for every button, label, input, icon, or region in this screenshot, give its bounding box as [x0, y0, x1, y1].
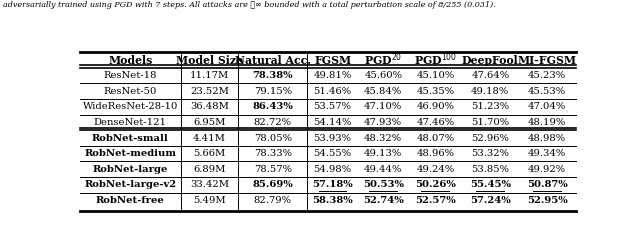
Text: 53.93%: 53.93% [314, 134, 351, 142]
Text: 45.10%: 45.10% [416, 71, 454, 80]
Text: 54.98%: 54.98% [314, 165, 351, 174]
Text: ResNet-18: ResNet-18 [104, 71, 157, 80]
Text: PGD$^{20}$: PGD$^{20}$ [364, 52, 403, 68]
Text: 50.53%: 50.53% [363, 180, 404, 189]
Text: 47.93%: 47.93% [364, 118, 403, 127]
Text: 79.15%: 79.15% [253, 87, 292, 96]
Text: 52.95%: 52.95% [527, 196, 568, 205]
Text: 6.95M: 6.95M [193, 118, 226, 127]
Text: 23.52M: 23.52M [190, 87, 229, 96]
Text: Models: Models [108, 55, 152, 65]
Text: 86.43%: 86.43% [252, 102, 293, 111]
Text: WideResNet-28-10: WideResNet-28-10 [83, 102, 178, 111]
Text: 50.87%: 50.87% [527, 180, 568, 189]
Text: MI-FGSM: MI-FGSM [518, 55, 577, 65]
Text: 51.46%: 51.46% [314, 87, 351, 96]
Text: 48.98%: 48.98% [528, 134, 566, 142]
Text: 54.14%: 54.14% [314, 118, 352, 127]
Text: 45.35%: 45.35% [416, 87, 454, 96]
Text: 45.84%: 45.84% [364, 87, 403, 96]
Text: 45.53%: 45.53% [528, 87, 566, 96]
Text: 82.72%: 82.72% [254, 118, 292, 127]
Text: 48.07%: 48.07% [416, 134, 454, 142]
Text: 45.60%: 45.60% [364, 71, 402, 80]
Text: 36.48M: 36.48M [190, 102, 229, 111]
Text: RobNet-free: RobNet-free [96, 196, 164, 205]
Text: 5.66M: 5.66M [193, 149, 225, 158]
Text: 53.32%: 53.32% [471, 149, 509, 158]
Text: 47.46%: 47.46% [416, 118, 454, 127]
Text: 45.23%: 45.23% [528, 71, 566, 80]
Text: adversarially trained using PGD with 7 steps. All attacks are ℓ∞ bounded with a : adversarially trained using PGD with 7 s… [3, 1, 496, 9]
Text: 48.96%: 48.96% [416, 149, 454, 158]
Text: 78.05%: 78.05% [254, 134, 292, 142]
Text: 52.96%: 52.96% [471, 134, 509, 142]
Text: 49.18%: 49.18% [471, 87, 509, 96]
Text: RobNet-medium: RobNet-medium [84, 149, 177, 158]
Text: 4.41M: 4.41M [193, 134, 226, 142]
Text: PGD$^{100}$: PGD$^{100}$ [414, 52, 457, 68]
Text: 48.19%: 48.19% [528, 118, 566, 127]
Text: 57.24%: 57.24% [470, 196, 511, 205]
Text: 52.74%: 52.74% [363, 196, 404, 205]
Text: 51.23%: 51.23% [471, 102, 509, 111]
Text: 49.81%: 49.81% [314, 71, 352, 80]
Text: 78.33%: 78.33% [254, 149, 292, 158]
Text: 49.34%: 49.34% [528, 149, 566, 158]
Text: 58.38%: 58.38% [312, 196, 353, 205]
Text: 54.55%: 54.55% [314, 149, 351, 158]
Text: 85.69%: 85.69% [252, 180, 293, 189]
Text: 53.85%: 53.85% [471, 165, 509, 174]
Text: 47.10%: 47.10% [364, 102, 403, 111]
Text: DeepFool: DeepFool [462, 55, 518, 65]
Text: FGSM: FGSM [314, 55, 351, 65]
Text: DenseNet-121: DenseNet-121 [94, 118, 167, 127]
Text: RobNet-large-v2: RobNet-large-v2 [84, 180, 177, 189]
Text: 82.79%: 82.79% [254, 196, 292, 205]
Text: 33.42M: 33.42M [190, 180, 229, 189]
Text: Natural Acc.: Natural Acc. [235, 55, 311, 65]
Text: 47.64%: 47.64% [471, 71, 509, 80]
Text: 51.70%: 51.70% [471, 118, 509, 127]
Text: 48.32%: 48.32% [364, 134, 403, 142]
Text: 53.57%: 53.57% [314, 102, 351, 111]
Text: 47.04%: 47.04% [528, 102, 566, 111]
Text: RobNet-small: RobNet-small [92, 134, 169, 142]
Text: 49.13%: 49.13% [364, 149, 403, 158]
Text: RobNet-large: RobNet-large [93, 165, 168, 174]
Text: 78.38%: 78.38% [252, 71, 293, 80]
Text: Model Size: Model Size [176, 55, 243, 65]
Text: 57.18%: 57.18% [312, 180, 353, 189]
Text: 49.92%: 49.92% [528, 165, 566, 174]
Text: 50.26%: 50.26% [415, 180, 456, 189]
Text: 52.57%: 52.57% [415, 196, 456, 205]
Text: ResNet-50: ResNet-50 [104, 87, 157, 96]
Text: 5.49M: 5.49M [193, 196, 226, 205]
Text: 49.24%: 49.24% [416, 165, 454, 174]
Text: 11.17M: 11.17M [190, 71, 229, 80]
Text: 55.45%: 55.45% [470, 180, 511, 189]
Text: 78.57%: 78.57% [254, 165, 292, 174]
Text: 46.90%: 46.90% [416, 102, 454, 111]
Text: 49.44%: 49.44% [364, 165, 403, 174]
Text: 6.89M: 6.89M [193, 165, 226, 174]
